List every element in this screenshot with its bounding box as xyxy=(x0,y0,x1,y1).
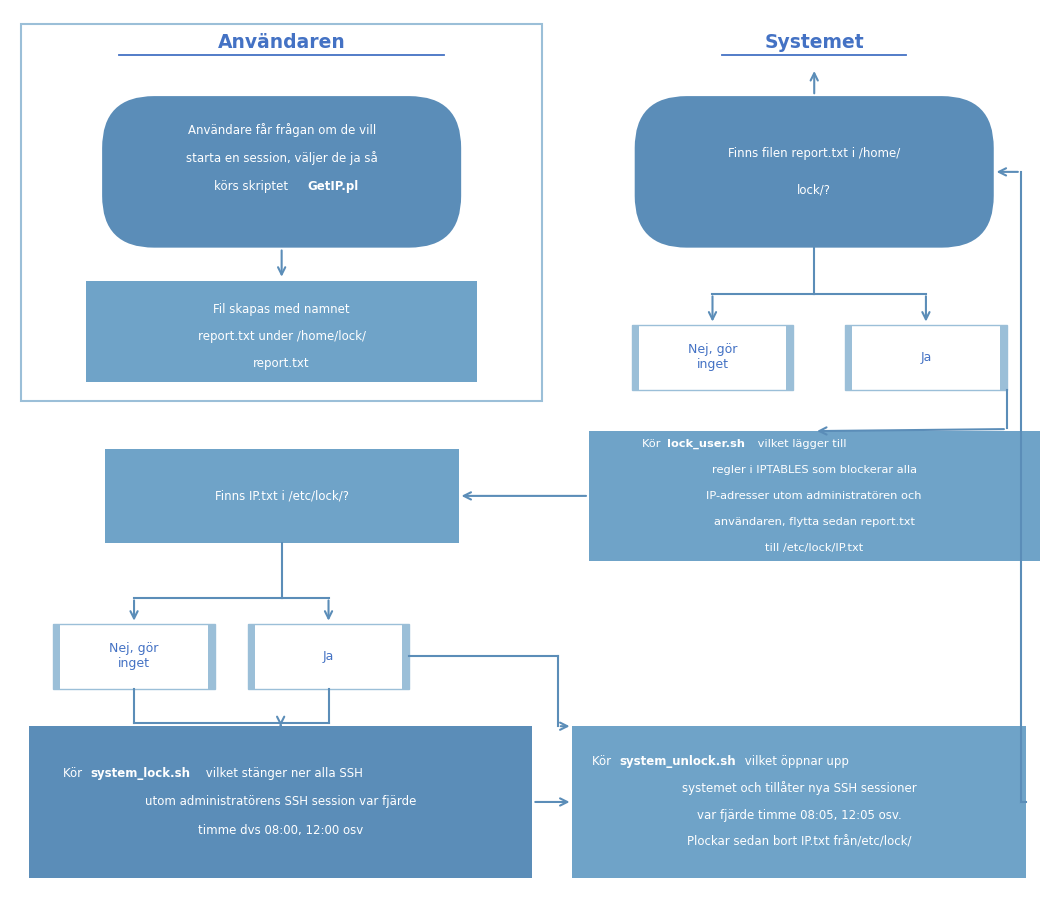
Bar xyxy=(402,624,409,689)
Text: Ja: Ja xyxy=(920,351,932,364)
FancyBboxPatch shape xyxy=(103,96,461,247)
Text: vilket stänger ner alla SSH: vilket stänger ner alla SSH xyxy=(202,767,363,780)
Text: Kör: Kör xyxy=(592,755,615,768)
Text: report.txt: report.txt xyxy=(253,357,310,370)
Text: Nej, gör
inget: Nej, gör inget xyxy=(688,343,737,371)
Bar xyxy=(845,325,852,390)
Bar xyxy=(53,624,215,689)
FancyBboxPatch shape xyxy=(634,96,994,247)
Bar xyxy=(588,431,1040,560)
Bar xyxy=(29,726,533,878)
Text: Användare får frågan om de vill: Användare får frågan om de vill xyxy=(187,123,376,137)
Text: vilket lägger till: vilket lägger till xyxy=(754,438,846,449)
Text: regler i IPTABLES som blockerar alla: regler i IPTABLES som blockerar alla xyxy=(712,465,917,474)
Text: Fil skapas med namnet: Fil skapas med namnet xyxy=(214,303,350,316)
Bar xyxy=(573,726,1026,878)
Text: Ja: Ja xyxy=(322,650,334,663)
Bar xyxy=(248,624,254,689)
Text: Finns filen report.txt i /home/: Finns filen report.txt i /home/ xyxy=(728,148,900,161)
Text: report.txt under /home/lock/: report.txt under /home/lock/ xyxy=(198,330,365,342)
Text: system_unlock.sh: system_unlock.sh xyxy=(619,755,736,768)
Text: systemet och tillåter nya SSH sessioner: systemet och tillåter nya SSH sessioner xyxy=(682,782,916,796)
Text: GetIP.pl: GetIP.pl xyxy=(307,180,358,193)
Bar xyxy=(631,325,639,390)
Text: Nej, gör
inget: Nej, gör inget xyxy=(109,642,159,670)
Text: Finns IP.txt i /etc/lock/?: Finns IP.txt i /etc/lock/? xyxy=(215,489,349,502)
Bar xyxy=(53,624,61,689)
Bar xyxy=(86,281,477,382)
Bar xyxy=(21,24,542,402)
Text: Kör: Kör xyxy=(642,438,664,449)
Bar xyxy=(248,624,409,689)
Text: Systemet: Systemet xyxy=(764,32,864,52)
Text: användaren, flytta sedan report.txt: användaren, flytta sedan report.txt xyxy=(714,517,915,527)
Bar xyxy=(786,325,794,390)
Text: Plockar sedan bort IP.txt från/etc/lock/: Plockar sedan bort IP.txt från/etc/lock/ xyxy=(687,836,912,849)
Text: timme dvs 08:00, 12:00 osv: timme dvs 08:00, 12:00 osv xyxy=(198,824,363,837)
Text: Kör: Kör xyxy=(63,767,86,780)
Bar xyxy=(845,325,1007,390)
Text: vilket öppnar upp: vilket öppnar upp xyxy=(741,755,849,768)
Text: starta en session, väljer de ja så: starta en session, väljer de ja så xyxy=(185,151,378,165)
Bar xyxy=(1000,325,1007,390)
Bar xyxy=(208,624,215,689)
Text: till /etc/lock/IP.txt: till /etc/lock/IP.txt xyxy=(765,543,864,553)
Bar xyxy=(631,325,794,390)
Bar xyxy=(105,449,459,544)
Text: IP-adresser utom administratören och: IP-adresser utom administratören och xyxy=(707,491,922,501)
Text: Användaren: Användaren xyxy=(218,32,346,52)
Text: utom administratörens SSH session var fjärde: utom administratörens SSH session var fj… xyxy=(144,796,417,809)
Text: system_lock.sh: system_lock.sh xyxy=(91,767,191,780)
Text: körs skriptet: körs skriptet xyxy=(214,180,292,193)
Text: lock_user.sh: lock_user.sh xyxy=(667,438,745,449)
Text: var fjärde timme 08:05, 12:05 osv.: var fjärde timme 08:05, 12:05 osv. xyxy=(697,809,901,822)
Text: lock/?: lock/? xyxy=(797,184,831,197)
